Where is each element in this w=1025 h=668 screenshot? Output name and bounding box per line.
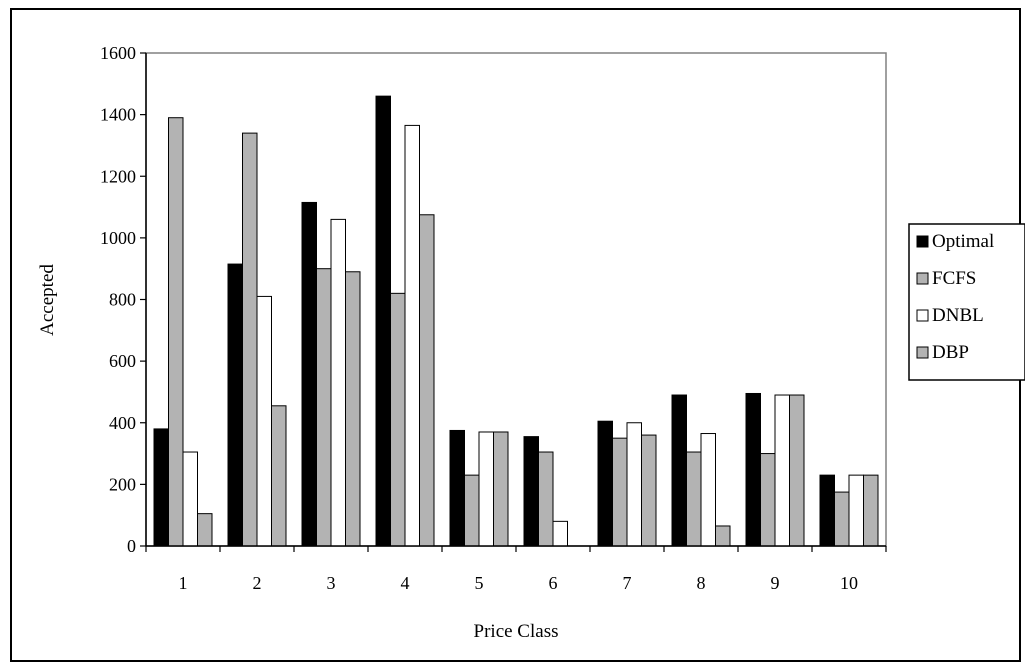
y-tick-label: 600 bbox=[109, 351, 136, 371]
bar-optimal-4 bbox=[375, 95, 391, 547]
bar-optimal-1 bbox=[153, 428, 169, 547]
bar-fcfs-10 bbox=[834, 491, 850, 547]
x-tick-label: 4 bbox=[401, 573, 410, 593]
y-tick-label: 800 bbox=[109, 290, 136, 310]
x-axis-title: Price Class bbox=[474, 621, 559, 642]
legend-swatch-dnbl bbox=[916, 309, 929, 322]
bar-fcfs-1 bbox=[168, 117, 184, 547]
bar-dbp-10 bbox=[863, 474, 879, 547]
y-tick-label: 1600 bbox=[100, 43, 136, 63]
legend-swatch-fcfs bbox=[916, 272, 929, 285]
x-tick-label: 2 bbox=[253, 573, 262, 593]
bar-optimal-8 bbox=[671, 394, 687, 547]
bar-fcfs-6 bbox=[538, 451, 554, 547]
y-tick-label: 1200 bbox=[100, 166, 136, 186]
bar-dbp-2 bbox=[271, 405, 287, 547]
bar-dnbl-3 bbox=[330, 218, 346, 547]
bar-dnbl-2 bbox=[256, 295, 272, 547]
bar-dnbl-1 bbox=[182, 451, 198, 547]
legend-label-dnbl: DNBL bbox=[932, 305, 984, 326]
y-axis-title: Accepted bbox=[37, 264, 58, 336]
x-tick-label: 6 bbox=[549, 573, 558, 593]
bar-fcfs-7 bbox=[612, 437, 628, 547]
x-tick-label: 3 bbox=[327, 573, 336, 593]
bar-dbp-1 bbox=[197, 513, 213, 547]
y-tick-label: 1000 bbox=[100, 228, 136, 248]
legend-swatch-optimal bbox=[916, 235, 929, 248]
bar-dbp-7 bbox=[641, 434, 657, 547]
bar-optimal-7 bbox=[597, 420, 613, 547]
x-tick-label: 9 bbox=[771, 573, 780, 593]
bar-dbp-8 bbox=[715, 525, 731, 547]
bar-dnbl-5 bbox=[478, 431, 494, 547]
x-tick-label: 5 bbox=[475, 573, 484, 593]
bar-dbp-5 bbox=[493, 431, 509, 547]
bar-dbp-9 bbox=[789, 394, 805, 547]
y-tick-label: 400 bbox=[109, 413, 136, 433]
bar-fcfs-9 bbox=[760, 453, 776, 547]
bar-dnbl-7 bbox=[626, 422, 642, 547]
bar-dnbl-8 bbox=[700, 433, 716, 547]
bar-fcfs-5 bbox=[464, 474, 480, 547]
bar-fcfs-3 bbox=[316, 268, 332, 547]
legend-label-dbp: DBP bbox=[932, 342, 969, 363]
bar-dbp-4 bbox=[419, 214, 435, 547]
bar-fcfs-2 bbox=[242, 132, 258, 547]
bar-fcfs-4 bbox=[390, 292, 406, 547]
legend-label-fcfs: FCFS bbox=[932, 268, 976, 289]
bar-dnbl-4 bbox=[404, 124, 420, 547]
bar-optimal-6 bbox=[523, 436, 539, 547]
bar-dbp-3 bbox=[345, 271, 361, 547]
bar-optimal-3 bbox=[301, 201, 317, 547]
bar-optimal-5 bbox=[449, 429, 465, 547]
bar-dnbl-10 bbox=[848, 474, 864, 547]
y-tick-label: 0 bbox=[127, 536, 136, 556]
bar-dnbl-6 bbox=[552, 520, 568, 547]
x-tick-label: 7 bbox=[623, 573, 632, 593]
bar-optimal-10 bbox=[819, 474, 835, 547]
bar-optimal-2 bbox=[227, 263, 243, 547]
y-tick-label: 200 bbox=[109, 474, 136, 494]
legend-swatch-dbp bbox=[916, 346, 929, 359]
bar-dnbl-9 bbox=[774, 394, 790, 547]
x-tick-label: 1 bbox=[179, 573, 188, 593]
legend-label-optimal: Optimal bbox=[932, 231, 994, 252]
x-tick-label: 10 bbox=[840, 573, 858, 593]
x-tick-label: 8 bbox=[697, 573, 706, 593]
y-tick-label: 1400 bbox=[100, 105, 136, 125]
bar-optimal-9 bbox=[745, 392, 761, 547]
bar-fcfs-8 bbox=[686, 451, 702, 547]
